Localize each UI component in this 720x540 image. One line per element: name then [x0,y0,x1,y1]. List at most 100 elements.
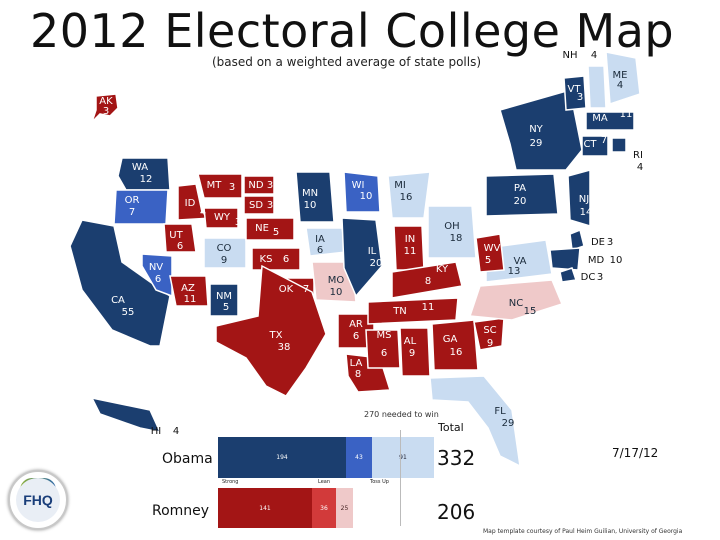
state-votes-ks: 6 [283,254,289,265]
state-ks [251,247,301,271]
state-ky [391,261,463,299]
romney-label: Romney [152,503,210,519]
state-votes-ma: 11 [620,109,633,120]
state-votes-in: 11 [404,246,417,257]
state-ms [365,329,401,369]
state-sd [243,195,275,215]
state-votes-co: 9 [221,255,227,266]
state-label-ks: KS [260,254,273,265]
obama-tossup-value: 91 [399,454,407,461]
state-label-oh: OH [444,221,459,232]
state-votes-nh: 4 [591,50,597,61]
state-label-fl: FL [494,406,506,417]
state-votes-nd: 3 [267,180,273,191]
state-ak [91,93,119,123]
state-votes-de: 3 [607,237,613,248]
state-ri [611,137,627,153]
state-votes-nm: 5 [223,302,229,313]
state-nc [468,279,564,321]
state-label-ca: CA [111,295,125,306]
obama-lean-value: 43 [355,454,363,461]
state-az [169,275,209,307]
state-votes-ut: 6 [177,241,183,252]
state-fl [429,375,521,468]
state-label-de: DE [591,237,605,248]
state-label-pa: PA [514,183,526,194]
state-votes-ky: 8 [425,276,431,287]
state-votes-al: 9 [409,348,415,359]
state-mt [197,173,243,199]
state-ct [581,135,609,157]
obama-strong-bar: 194 [218,437,346,478]
state-label-or: OR [125,195,140,206]
state-ne [245,217,295,241]
state-votes-il: 20 [370,258,383,269]
state-label-dc: DC [581,272,596,283]
state-label-mo: MO [328,275,345,286]
state-votes-wi: 10 [360,191,373,202]
state-votes-mi: 16 [400,192,413,203]
state-label-va: VA [513,256,526,267]
needed-to-win-note: 270 needed to win [364,410,439,419]
state-label-vt: VT [568,84,582,95]
romney-strong-value: 141 [259,504,271,512]
state-label-mn: MN [302,188,318,199]
state-label-sd: SD [249,200,263,211]
state-votes-tx: 38 [278,342,291,353]
state-sc [473,317,505,351]
state-votes-wy: 3 [235,217,241,228]
state-label-nv: NV [149,262,163,273]
state-wi [343,171,381,213]
state-label-il: IL [368,246,377,257]
state-de [569,228,585,252]
state-votes-nv: 6 [155,274,161,285]
state-votes-mt: 3 [229,182,235,193]
state-votes-ny: 29 [530,138,543,149]
obama-strong-value: 194 [276,454,288,461]
state-votes-ca: 55 [122,307,135,318]
state-votes-ri: 4 [637,162,643,173]
map-title: 2012 Electoral College Map [30,4,675,58]
state-ia [305,227,347,257]
state-label-id: ID [185,198,196,209]
state-votes-id: 4 [200,207,206,218]
state-ut [163,223,197,253]
state-label-al: AL [404,336,417,347]
state-or [113,189,169,225]
state-nj [567,169,591,228]
state-dc [559,267,577,283]
state-label-wi: WI [352,180,365,191]
romney-lean-value: 36 [320,504,328,512]
state-label-mt: MT [207,180,223,191]
map-credit: Map template courtesy of Paul Heim Guili… [483,528,683,535]
state-wv [475,233,505,273]
state-mi [387,171,431,219]
state-votes-ok: 7 [303,284,309,295]
state-votes-sd: 3 [267,200,273,211]
state-tn [367,297,459,325]
state-wy [203,207,239,229]
state-label-tx: TX [269,330,283,341]
map-subtitle: (based on a weighted average of state po… [212,55,482,69]
state-label-ri: RI [633,150,643,161]
state-label-hi: HI [151,426,161,437]
state-votes-oh: 18 [450,233,463,244]
state-votes-ms: 6 [381,348,387,359]
state-nd [243,175,275,195]
state-label-ms: MS [377,330,392,341]
state-votes-fl: 29 [502,418,515,429]
state-label-ar: AR [349,319,363,330]
state-label-co: CO [217,243,232,254]
state-label-ne: NE [255,223,269,234]
state-label-nh: NH [563,50,578,61]
state-tx [215,264,327,397]
state-label-la: LA [350,358,363,369]
logo-text: FHQ [23,492,53,508]
fhq-logo: FHQ [8,470,68,530]
legend-tossup: Toss Up [370,479,389,485]
state-label-ia: IA [315,234,325,245]
state-label-me: ME [613,70,628,81]
romney-tossup-value: 25 [340,504,349,512]
state-co [203,237,247,269]
total-header: Total [438,421,464,434]
